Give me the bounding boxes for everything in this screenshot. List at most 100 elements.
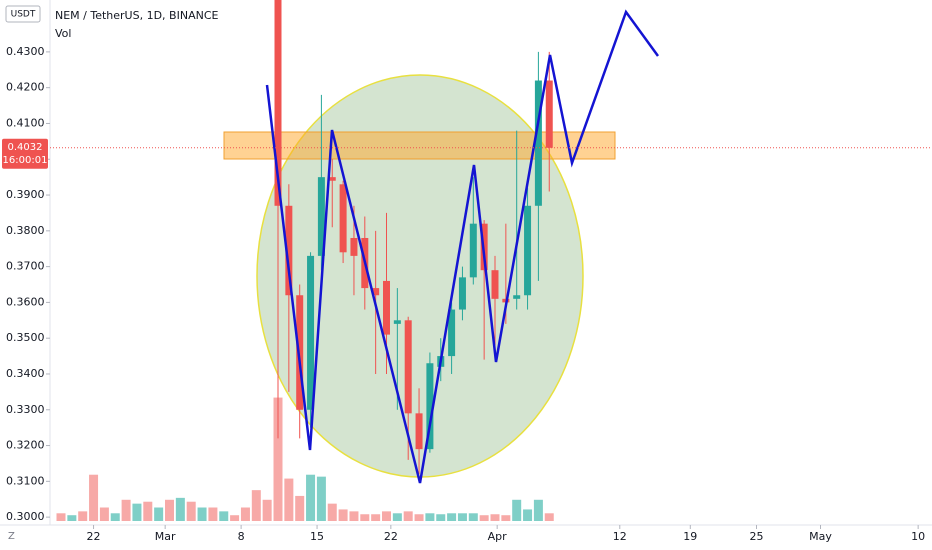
volume-bar: [251, 490, 261, 521]
volume-bar: [197, 507, 207, 521]
candle-body: [415, 413, 423, 450]
x-tick-label: 12: [613, 530, 627, 543]
y-tick-label: 0.3100: [6, 474, 45, 487]
candle-body: [458, 277, 466, 310]
volume-bar: [132, 503, 142, 521]
volume-bar: [533, 499, 543, 521]
header: USDT NEM / TetherUS, 1D, BINANCE Vol Z: [5, 5, 219, 542]
volume-bar: [99, 507, 109, 521]
x-tick-label: 22: [384, 530, 398, 543]
candle-body: [317, 177, 325, 256]
volume-label: Vol: [55, 27, 71, 40]
y-tick-label: 0.3400: [6, 367, 45, 380]
candle-body: [372, 288, 380, 296]
y-tick-label: 0.3500: [6, 331, 45, 344]
last-price-badge: [2, 138, 48, 169]
candle-body: [350, 237, 358, 256]
y-tick-label: 0.3200: [6, 439, 45, 452]
volume-bar: [327, 503, 337, 521]
volume-bar: [89, 474, 99, 521]
y-tick-label: 0.3700: [6, 260, 45, 273]
x-tick-label: 25: [749, 530, 763, 543]
volume-bar: [110, 513, 120, 521]
candle-body: [524, 205, 532, 296]
candle-body: [491, 270, 499, 299]
volume-bar: [154, 507, 164, 521]
countdown-label: 16:00:01: [3, 155, 48, 166]
y-tick-label: 0.3300: [6, 403, 45, 416]
volume-bar: [306, 474, 316, 521]
candle-body: [328, 177, 336, 181]
volume-bar: [425, 513, 435, 521]
x-tick-label: 8: [238, 530, 245, 543]
y-tick-label: 0.3000: [6, 510, 45, 523]
volume-bar: [403, 511, 413, 521]
zigzag-drawing: [265, 9, 660, 484]
y-tick-label: 0.3600: [6, 295, 45, 308]
candle-body: [469, 223, 477, 278]
x-tick-label: May: [809, 530, 832, 543]
volume-bar: [121, 499, 131, 521]
x-tick-label: 15: [310, 530, 324, 543]
volume-bar: [316, 476, 326, 521]
volume-bar: [295, 495, 305, 521]
candle-body: [383, 280, 390, 335]
volume-bar: [284, 478, 294, 521]
x-tick-label: Mar: [155, 530, 176, 543]
volume-bar: [56, 513, 66, 521]
volume-bar: [219, 511, 229, 521]
volume-bar: [208, 507, 218, 521]
x-tick-label: 22: [87, 530, 101, 543]
candle-body: [534, 80, 542, 206]
y-tick-label: 0.4100: [6, 116, 45, 129]
volume-bar: [523, 509, 533, 521]
candle-body: [448, 309, 456, 357]
volume-bar: [273, 397, 283, 521]
volume-bar: [230, 515, 240, 521]
volume-bar: [436, 514, 446, 521]
volume-layer: [56, 397, 554, 521]
candle-body: [393, 320, 401, 324]
volume-bar: [468, 513, 478, 521]
chart-title: NEM / TetherUS, 1D, BINANCE: [55, 9, 219, 22]
volume-bar: [186, 501, 196, 521]
x-tick-label: Apr: [488, 530, 508, 543]
x-tick-label: 19: [683, 530, 697, 543]
volume-bar: [490, 514, 500, 521]
candle-body: [545, 80, 553, 148]
volume-bar: [338, 509, 348, 521]
y-tick-label: 0.3800: [6, 224, 45, 237]
volume-bar: [143, 501, 153, 521]
volume-bar: [392, 513, 402, 521]
corner-label: Z: [8, 531, 15, 542]
volume-bar: [78, 511, 88, 521]
y-tick-label: 0.4300: [6, 45, 45, 58]
volume-bar: [349, 511, 359, 521]
candle-body: [404, 320, 412, 414]
candle-body: [274, 0, 282, 206]
volume-bar: [382, 511, 391, 521]
volume-bar: [447, 513, 457, 521]
resistance-zone: [223, 131, 616, 160]
candle-body: [513, 295, 521, 299]
candle-body: [307, 255, 315, 410]
volume-bar: [414, 514, 424, 521]
last-price-label: 0.4032: [8, 142, 43, 153]
candle-body: [285, 205, 293, 296]
candle-body: [426, 363, 434, 450]
volume-bar: [371, 514, 381, 521]
volume-bar: [512, 499, 522, 521]
candle-body: [339, 184, 347, 253]
volume-bar: [240, 507, 250, 521]
x-tick-label: 10: [911, 530, 925, 543]
volume-bar: [175, 497, 185, 521]
currency-badge: [5, 5, 41, 23]
volume-bar: [360, 514, 370, 521]
y-tick-label: 0.3900: [6, 188, 45, 201]
volume-bar: [67, 515, 77, 521]
volume-bar: [479, 515, 489, 521]
volume-bar: [501, 515, 511, 521]
volume-bar: [262, 499, 272, 521]
